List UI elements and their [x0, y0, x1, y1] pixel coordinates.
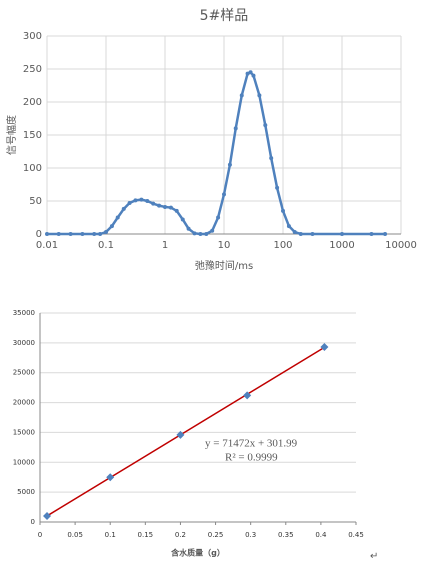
y-tick-label: 25000	[13, 369, 35, 377]
y-tick-label: 150	[23, 130, 42, 141]
marker	[92, 232, 97, 236]
x-tick-label: 0.4	[315, 531, 327, 539]
x-tick-label: 0	[38, 531, 42, 539]
marker	[133, 198, 138, 203]
trendline-equation: y = 71472x + 301.99	[205, 438, 298, 450]
marker	[163, 204, 167, 209]
x-tick-label: 0.2	[175, 531, 186, 539]
x-tick-label: 0.25	[208, 531, 224, 539]
y-tick-label: 0	[31, 518, 35, 526]
marker	[281, 208, 285, 213]
marker	[145, 199, 150, 203]
marker	[292, 230, 297, 235]
marker	[383, 232, 388, 236]
marker	[80, 232, 85, 236]
x-axis-label: 含水质量（g）	[171, 548, 225, 558]
marker	[204, 232, 209, 236]
marker	[115, 215, 120, 220]
marker	[127, 200, 132, 205]
marker	[45, 232, 49, 236]
y-tick-label: 20000	[13, 399, 35, 407]
x-tick-label: 0.1	[98, 240, 114, 251]
y-tick-label: 5000	[17, 488, 35, 496]
y-tick-label: 250	[23, 64, 42, 75]
marker	[222, 192, 226, 197]
marker	[269, 156, 274, 161]
x-axis-label: 弛豫时间/ms	[195, 259, 253, 272]
marker	[168, 205, 173, 210]
marker	[139, 197, 144, 202]
y-tick-label: 35000	[13, 309, 35, 317]
marker	[109, 224, 114, 229]
marker	[227, 162, 232, 167]
x-tick-label: 10	[218, 240, 231, 251]
y-tick-label: 15000	[13, 428, 35, 436]
marker	[174, 208, 179, 213]
marker	[176, 430, 185, 439]
marker	[320, 343, 329, 352]
marker	[68, 232, 73, 236]
x-tick-label: 1	[162, 240, 168, 251]
y-tick-label: 0	[36, 229, 42, 240]
x-tick-label: 0.15	[138, 531, 154, 539]
marker	[104, 230, 108, 235]
y-tick-label: 10000	[13, 458, 35, 466]
y-tick-label: 100	[23, 163, 42, 174]
marker	[56, 232, 61, 236]
x-tick-label: 0.3	[245, 531, 256, 539]
marker	[275, 185, 280, 190]
x-tick-label: 10000	[385, 240, 417, 251]
trendline	[46, 346, 325, 517]
marker	[186, 226, 191, 231]
line	[47, 70, 386, 236]
marker	[121, 206, 126, 211]
marker	[340, 232, 344, 236]
marker	[248, 70, 253, 75]
paragraph-mark: ↵	[370, 551, 378, 562]
trendline-r2: R² = 0.9999	[225, 452, 278, 464]
marker	[216, 215, 221, 220]
x-tick-label: 0.1	[105, 531, 116, 539]
x-tick-label: 0.45	[348, 531, 364, 539]
chart-title: 5#样品	[200, 8, 249, 24]
marker	[257, 93, 262, 98]
y-tick-label: 30000	[13, 339, 35, 347]
marker	[157, 203, 162, 208]
x-tick-label: 0.01	[36, 240, 58, 251]
marker	[263, 123, 268, 128]
marker	[151, 201, 156, 206]
marker	[198, 232, 203, 236]
x-tick-label: 0.05	[67, 531, 83, 539]
marker	[210, 228, 215, 233]
marker	[286, 224, 291, 229]
y-tick-label: 300	[23, 31, 42, 42]
marker	[98, 232, 103, 236]
marker	[233, 126, 238, 131]
x-tick-label: 0.35	[278, 531, 294, 539]
y-axis-label: 信号幅度	[5, 115, 18, 155]
marker	[369, 232, 374, 236]
y-tick-label: 50	[29, 196, 42, 207]
marker	[106, 473, 115, 482]
marker	[239, 93, 244, 98]
marker	[310, 232, 315, 236]
marker	[243, 391, 252, 400]
x-tick-label: 100	[273, 240, 292, 251]
marker	[43, 512, 52, 521]
marker	[192, 231, 197, 236]
marker	[251, 73, 256, 78]
y-tick-label: 200	[23, 97, 42, 108]
marker	[245, 71, 250, 76]
x-tick-label: 1000	[329, 240, 354, 251]
marker	[298, 232, 303, 236]
marker	[180, 217, 185, 222]
